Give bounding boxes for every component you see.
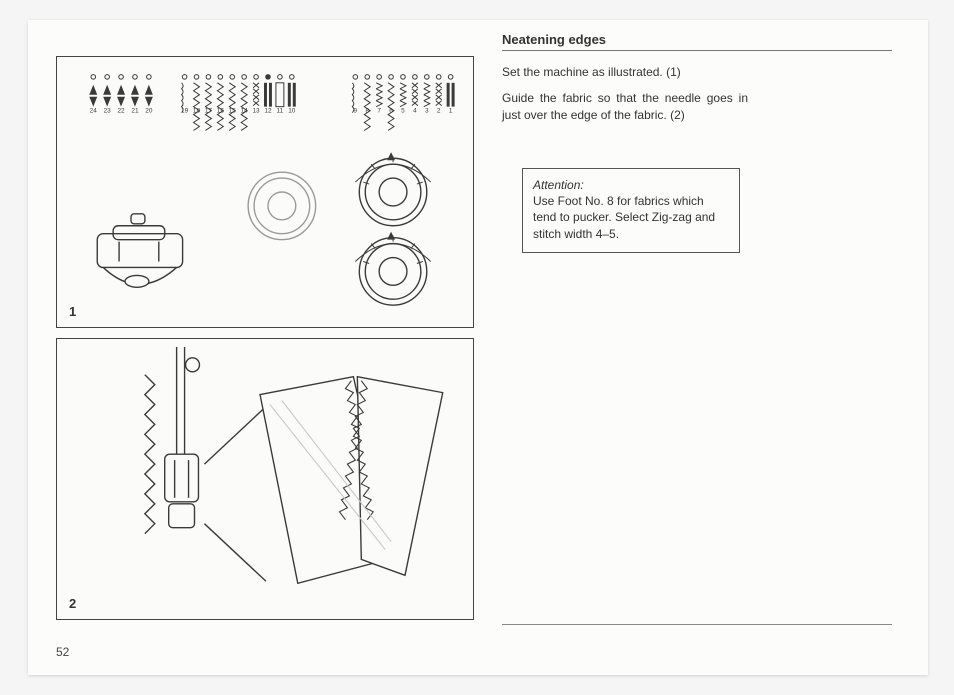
svg-text:23: 23	[104, 108, 112, 115]
svg-text:22: 22	[117, 108, 125, 115]
svg-text:12: 12	[264, 108, 272, 115]
svg-text:21: 21	[131, 108, 139, 115]
svg-text:3: 3	[425, 108, 429, 115]
svg-text:13: 13	[252, 108, 260, 115]
svg-text:20: 20	[145, 108, 153, 115]
paragraph-2: Guide the fabric so that the needle goes…	[502, 90, 748, 125]
illustration-2: 2	[56, 338, 474, 620]
svg-text:5: 5	[401, 108, 405, 115]
svg-text:11: 11	[277, 108, 284, 115]
svg-text:14: 14	[241, 108, 249, 115]
page-number: 52	[56, 645, 69, 659]
manual-page: Neatening edges Set the machine as illus…	[28, 20, 928, 675]
svg-text:17: 17	[205, 108, 213, 115]
svg-text:18: 18	[193, 108, 201, 115]
svg-text:24: 24	[90, 108, 98, 115]
svg-text:6: 6	[389, 108, 393, 115]
illus2-svg	[57, 339, 473, 619]
svg-text:9: 9	[354, 108, 358, 115]
figure-2-label: 2	[69, 596, 76, 611]
attention-title: Attention:	[533, 177, 729, 193]
attention-box: Attention: Use Foot No. 8 for fabrics wh…	[522, 168, 740, 253]
svg-text:16: 16	[217, 108, 225, 115]
page-title: Neatening edges	[502, 32, 606, 47]
illustration-1: 242322212019181716151413121110987654321 …	[56, 56, 474, 328]
figure-1-label: 1	[69, 304, 76, 319]
svg-text:1: 1	[449, 108, 453, 115]
rule-top	[502, 50, 892, 51]
svg-text:8: 8	[365, 108, 369, 115]
rule-bottom	[502, 624, 892, 625]
svg-text:7: 7	[377, 108, 381, 115]
attention-body: Use Foot No. 8 for fabrics which tend to…	[533, 193, 729, 242]
svg-text:2: 2	[437, 108, 441, 115]
svg-text:15: 15	[229, 108, 237, 115]
paragraph-1: Set the machine as illustrated. (1)	[502, 64, 762, 80]
svg-text:10: 10	[288, 108, 296, 115]
svg-text:4: 4	[413, 108, 417, 115]
svg-text:19: 19	[181, 108, 189, 115]
illus1-svg: 242322212019181716151413121110987654321	[57, 57, 473, 327]
